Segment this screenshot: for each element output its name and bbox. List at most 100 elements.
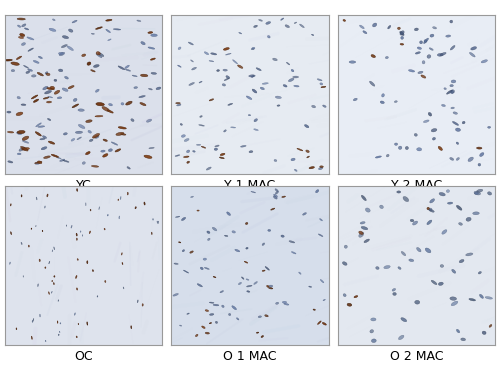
Ellipse shape bbox=[401, 36, 404, 39]
Ellipse shape bbox=[24, 28, 28, 30]
Ellipse shape bbox=[187, 313, 190, 314]
Ellipse shape bbox=[398, 146, 402, 149]
Ellipse shape bbox=[46, 101, 52, 103]
Ellipse shape bbox=[240, 146, 246, 147]
Ellipse shape bbox=[22, 147, 30, 150]
Ellipse shape bbox=[54, 276, 55, 277]
Ellipse shape bbox=[228, 103, 232, 105]
Ellipse shape bbox=[224, 235, 228, 237]
Ellipse shape bbox=[38, 161, 42, 164]
Ellipse shape bbox=[72, 104, 78, 108]
Ellipse shape bbox=[438, 146, 442, 151]
Ellipse shape bbox=[320, 219, 322, 221]
Ellipse shape bbox=[24, 65, 28, 68]
Ellipse shape bbox=[342, 262, 347, 265]
Ellipse shape bbox=[297, 148, 303, 151]
Ellipse shape bbox=[77, 259, 78, 260]
Ellipse shape bbox=[32, 75, 36, 77]
Ellipse shape bbox=[71, 138, 75, 141]
Ellipse shape bbox=[182, 135, 186, 137]
Ellipse shape bbox=[151, 72, 156, 74]
Ellipse shape bbox=[103, 139, 108, 141]
Ellipse shape bbox=[86, 120, 92, 123]
Ellipse shape bbox=[187, 161, 190, 163]
Ellipse shape bbox=[199, 81, 202, 83]
Ellipse shape bbox=[364, 239, 370, 243]
Ellipse shape bbox=[215, 145, 219, 147]
Ellipse shape bbox=[115, 149, 120, 152]
Ellipse shape bbox=[210, 322, 212, 324]
Ellipse shape bbox=[446, 35, 450, 37]
Ellipse shape bbox=[26, 71, 30, 74]
Ellipse shape bbox=[180, 325, 182, 326]
Ellipse shape bbox=[35, 162, 40, 165]
Ellipse shape bbox=[446, 90, 452, 94]
Ellipse shape bbox=[94, 65, 99, 67]
Ellipse shape bbox=[220, 157, 224, 159]
Ellipse shape bbox=[442, 105, 446, 106]
Ellipse shape bbox=[45, 267, 46, 268]
Ellipse shape bbox=[108, 39, 111, 41]
Ellipse shape bbox=[249, 75, 255, 77]
Ellipse shape bbox=[184, 270, 188, 273]
Ellipse shape bbox=[87, 261, 88, 264]
Ellipse shape bbox=[274, 159, 277, 162]
Ellipse shape bbox=[438, 53, 443, 56]
Ellipse shape bbox=[277, 105, 280, 106]
Ellipse shape bbox=[197, 210, 199, 211]
Ellipse shape bbox=[204, 52, 208, 55]
Ellipse shape bbox=[80, 231, 81, 232]
Ellipse shape bbox=[322, 105, 326, 107]
Ellipse shape bbox=[439, 192, 446, 196]
Ellipse shape bbox=[392, 288, 396, 291]
Ellipse shape bbox=[256, 68, 261, 70]
Ellipse shape bbox=[106, 29, 110, 33]
Ellipse shape bbox=[238, 65, 243, 68]
Ellipse shape bbox=[137, 20, 141, 21]
Ellipse shape bbox=[203, 258, 206, 260]
Ellipse shape bbox=[260, 87, 264, 90]
Ellipse shape bbox=[384, 265, 390, 269]
Ellipse shape bbox=[42, 230, 43, 232]
Ellipse shape bbox=[157, 221, 158, 223]
Ellipse shape bbox=[87, 322, 88, 325]
Ellipse shape bbox=[474, 192, 478, 194]
Ellipse shape bbox=[416, 148, 422, 151]
Ellipse shape bbox=[410, 219, 414, 222]
Ellipse shape bbox=[382, 94, 384, 97]
Ellipse shape bbox=[16, 328, 17, 330]
Ellipse shape bbox=[452, 121, 458, 125]
Ellipse shape bbox=[36, 123, 42, 127]
Ellipse shape bbox=[394, 101, 398, 103]
Ellipse shape bbox=[182, 250, 184, 252]
Ellipse shape bbox=[71, 225, 72, 228]
Ellipse shape bbox=[67, 46, 73, 51]
Ellipse shape bbox=[370, 318, 376, 321]
Ellipse shape bbox=[432, 137, 436, 140]
Ellipse shape bbox=[101, 150, 105, 152]
Ellipse shape bbox=[47, 194, 48, 197]
Ellipse shape bbox=[238, 282, 242, 285]
Ellipse shape bbox=[184, 139, 189, 141]
Ellipse shape bbox=[456, 128, 460, 131]
Ellipse shape bbox=[32, 321, 33, 322]
Ellipse shape bbox=[141, 42, 145, 45]
Ellipse shape bbox=[281, 235, 284, 237]
Ellipse shape bbox=[262, 243, 264, 246]
Ellipse shape bbox=[427, 55, 431, 58]
Ellipse shape bbox=[44, 90, 52, 94]
Ellipse shape bbox=[318, 167, 323, 170]
Ellipse shape bbox=[420, 41, 422, 44]
Ellipse shape bbox=[190, 60, 194, 62]
Ellipse shape bbox=[376, 267, 379, 269]
Ellipse shape bbox=[49, 261, 50, 264]
Ellipse shape bbox=[20, 146, 28, 151]
Ellipse shape bbox=[64, 133, 68, 135]
X-axis label: YC: YC bbox=[76, 179, 92, 192]
Ellipse shape bbox=[232, 231, 235, 233]
Ellipse shape bbox=[41, 147, 47, 150]
X-axis label: Y 1 MAC: Y 1 MAC bbox=[224, 179, 276, 192]
Ellipse shape bbox=[21, 104, 26, 106]
Ellipse shape bbox=[42, 136, 46, 139]
Ellipse shape bbox=[126, 101, 132, 105]
